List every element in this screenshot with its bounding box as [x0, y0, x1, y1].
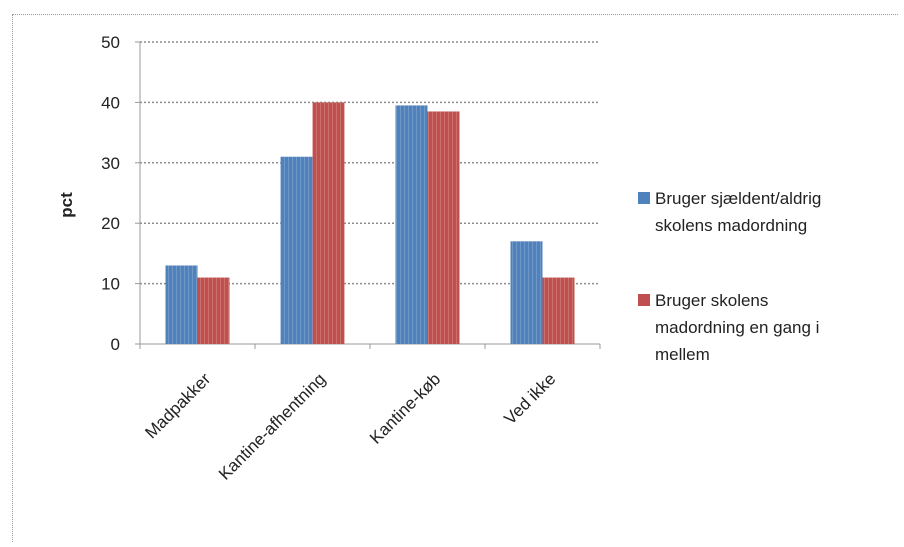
legend: Bruger sjældent/aldrig skolens madordning… [638, 189, 821, 364]
x-category-label: Kantine-køb [366, 369, 444, 447]
x-category-label: Ved ikke [500, 369, 559, 428]
bar-series-1 [165, 265, 198, 344]
bars [165, 102, 575, 345]
bar-series-2 [197, 277, 230, 344]
legend-label: Bruger sjældent/aldrig skolens madordning [655, 189, 821, 235]
bar-series-2 [427, 111, 460, 345]
legend-label: Bruger skolens madordning en gang i mellem [655, 291, 819, 364]
legend-label-line: madordning en gang i [655, 318, 819, 337]
y-tick-label: 50 [101, 33, 120, 52]
y-tick-label: 0 [111, 335, 120, 354]
y-tick-label: 20 [101, 214, 120, 233]
legend-label-line: mellem [655, 345, 710, 364]
bar-series-2 [542, 277, 575, 344]
y-tick-label: 40 [101, 93, 120, 112]
y-tick-label: 10 [101, 275, 120, 294]
legend-swatch [638, 294, 650, 306]
y-axis-title: pct [57, 192, 76, 218]
y-tick-labels: 0 10 20 30 40 50 [101, 33, 120, 354]
legend-label-line: Bruger skolens [655, 291, 768, 310]
bar-series-1 [510, 241, 543, 344]
x-category-labels: Madpakker Kantine-afhentning Kantine-køb Ve… [141, 369, 559, 484]
bar-series-1 [280, 156, 313, 344]
y-tick-label: 30 [101, 154, 120, 173]
bar-series-1 [395, 105, 428, 344]
legend-label-line: Bruger sjældent/aldrig [655, 189, 821, 208]
x-category-label: Kantine-afhentning [215, 369, 329, 483]
chart-frame [12, 14, 898, 542]
x-category-label: Madpakker [141, 369, 214, 442]
legend-label-line: skolens madordning [655, 216, 807, 235]
bar-series-2 [312, 102, 345, 345]
legend-swatch [638, 192, 650, 204]
